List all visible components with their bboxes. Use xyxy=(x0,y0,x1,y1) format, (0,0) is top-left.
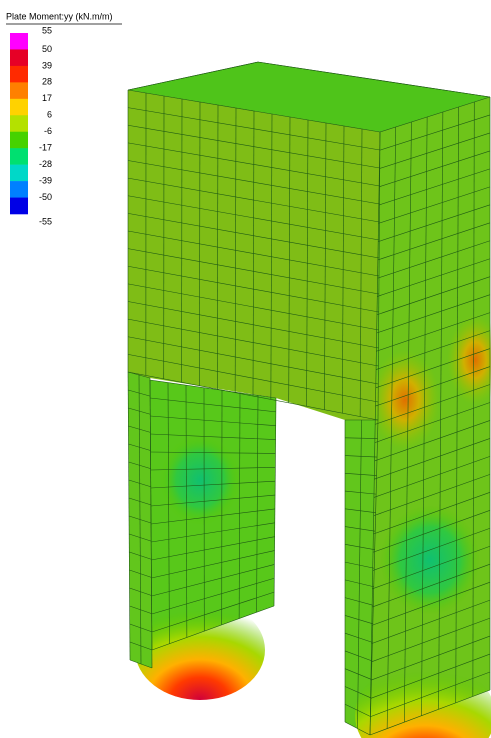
legend-swatch xyxy=(10,181,28,198)
legend-label: -6 xyxy=(44,126,52,136)
legend-label: -28 xyxy=(39,159,52,169)
legend-swatch xyxy=(10,148,28,165)
model-view: Plate Moment:yy (kN.m/m) 55 50 39 28 17 6 -6 -1… xyxy=(0,0,491,738)
legend-label: 39 xyxy=(42,60,52,70)
legend-swatch xyxy=(10,82,28,99)
contour-zone xyxy=(370,350,440,450)
legend-swatch xyxy=(10,165,28,182)
legend-label: 17 xyxy=(42,93,52,103)
contour-zone xyxy=(135,600,265,700)
legend-title: Plate Moment:yy (kN.m/m) xyxy=(6,11,113,21)
viewport: Plate Moment:yy (kN.m/m) 55 50 39 28 17 6 -6 -1… xyxy=(0,0,491,738)
legend-label: -39 xyxy=(39,175,52,185)
legend-swatch xyxy=(10,49,28,66)
legend-label: -50 xyxy=(39,192,52,202)
legend-swatch xyxy=(10,99,28,116)
contour-zone xyxy=(160,435,240,525)
legend: 55 50 39 28 17 6 -6 -17 -28 -39 -50 -55 xyxy=(10,25,52,226)
legend-swatch xyxy=(10,198,28,215)
legend-label: -55 xyxy=(39,216,52,226)
legend-label: 55 xyxy=(42,25,52,35)
legend-swatch xyxy=(10,115,28,132)
legend-swatch xyxy=(10,66,28,83)
legend-label: 28 xyxy=(42,77,52,87)
legend-label: 6 xyxy=(47,110,52,120)
legend-swatch xyxy=(10,33,28,50)
legend-swatch xyxy=(10,132,28,149)
legend-label: -17 xyxy=(39,143,52,153)
legend-label: 50 xyxy=(42,44,52,54)
